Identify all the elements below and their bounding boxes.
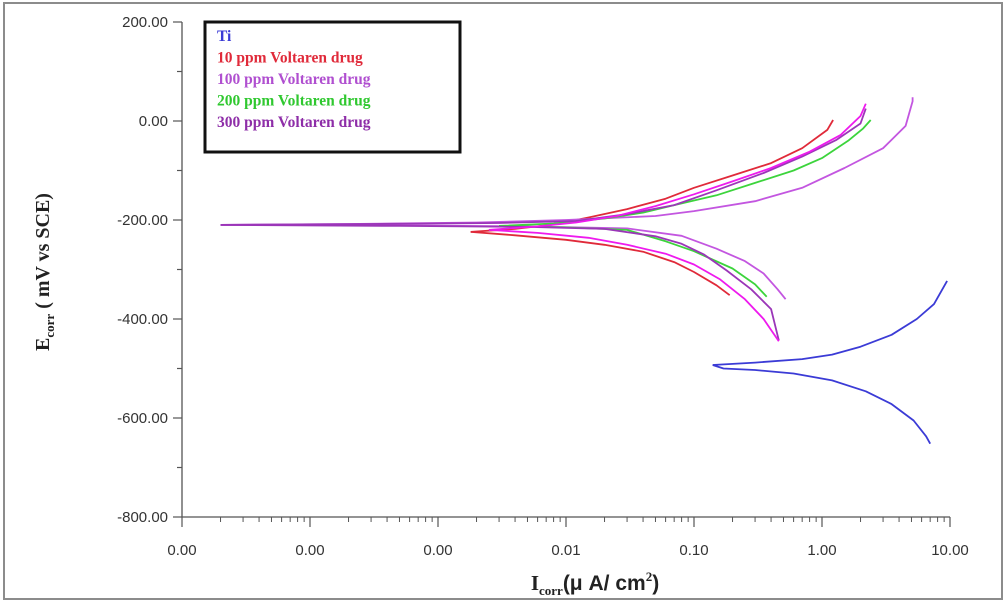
y-tick-label: -600.00 xyxy=(117,410,168,427)
x-tick-label: 0.10 xyxy=(679,542,708,559)
series-2-cathodic-line xyxy=(220,223,787,300)
series-5-cathodic-line xyxy=(488,229,780,342)
y-tick-label: -200.00 xyxy=(117,212,168,229)
x-tick-label: 10.00 xyxy=(931,542,969,559)
x-tick-label: 0.00 xyxy=(295,542,324,559)
y-axis-title: Ecorr ( mV vs SCE) xyxy=(32,193,57,351)
x-tick-label: 1.00 xyxy=(807,542,836,559)
legend-item-label: 10 ppm Voltaren drug xyxy=(217,50,363,67)
legend-item-label: 200 ppm Voltaren drug xyxy=(217,93,371,110)
x-tick-label: 0.01 xyxy=(551,542,580,559)
polarization-chart: -800.00 -600.00 -400.00 -200.00 0.00 200.00 0.… xyxy=(32,14,969,598)
series-5-anodic-line xyxy=(488,103,867,231)
axes: -800.00 -600.00 -400.00 -200.00 0.00 200.00 0.… xyxy=(117,14,969,559)
x-tick-label: 0.00 xyxy=(423,542,452,559)
series-0-anodic-line xyxy=(712,280,948,366)
plot-area xyxy=(220,97,948,445)
legend-item-label: 300 ppm Voltaren drug xyxy=(217,114,371,131)
axis-titles: Icorr(μ A/ cm2) Ecorr ( mV vs SCE) xyxy=(32,193,659,598)
series-4-cathodic-line xyxy=(220,224,780,341)
legend-item-label: 100 ppm Voltaren drug xyxy=(217,71,371,88)
chart-frame: -800.00 -600.00 -400.00 -200.00 0.00 200.00 0.… xyxy=(3,2,1003,600)
series-3-anodic-line xyxy=(499,119,872,227)
legend-item-label: Ti xyxy=(217,28,232,45)
y-tick-label: 0.00 xyxy=(139,113,168,130)
y-tick-label: -400.00 xyxy=(117,311,168,328)
series-4-anodic-line xyxy=(220,108,867,226)
y-tick-label: -800.00 xyxy=(117,509,168,526)
legend: Ti 10 ppm Voltaren drug 100 ppm Voltaren d… xyxy=(203,20,462,154)
series-3-cathodic-line xyxy=(499,225,768,298)
x-axis-title: Icorr(μ A/ cm2) xyxy=(531,569,659,598)
series-1-cathodic-line xyxy=(470,231,731,296)
y-tick-label: 200.00 xyxy=(122,14,168,31)
series-0-cathodic-line xyxy=(712,364,931,445)
legend-box xyxy=(203,20,462,154)
x-tick-label: 0.00 xyxy=(167,542,196,559)
